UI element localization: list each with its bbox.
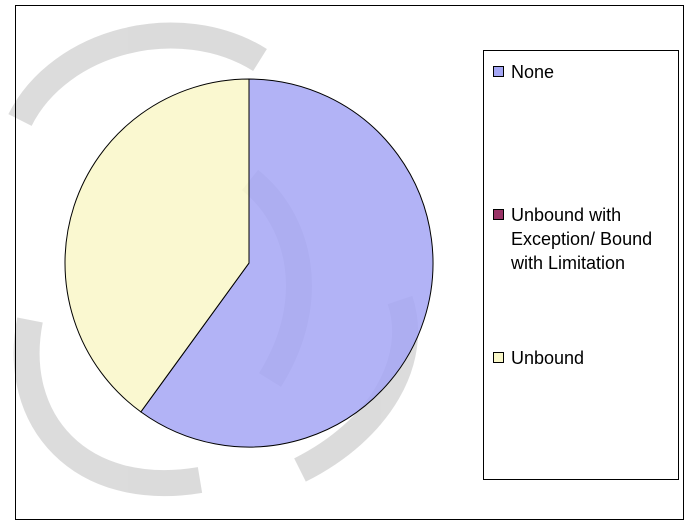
legend-label: Unbound [511, 348, 585, 368]
legend-item: None [493, 60, 683, 84]
pie-slice [140, 78, 434, 448]
legend-item: Unbound [493, 346, 683, 370]
pie [64, 78, 434, 448]
watermark-swirl [13, 317, 203, 497]
watermark-swirl [8, 22, 267, 127]
legend-swatch [493, 209, 504, 220]
legend-label: Unbound with Exception/ Bound with Limit… [511, 205, 653, 273]
legend-box [483, 50, 679, 480]
legend-swatch [493, 66, 504, 77]
legend-label: None [511, 62, 555, 82]
plot-frame [15, 5, 684, 520]
legend-swatch [493, 352, 504, 363]
pie-slice [64, 78, 250, 413]
legend-item: Unbound with Exception/ Bound with Limit… [493, 203, 683, 275]
